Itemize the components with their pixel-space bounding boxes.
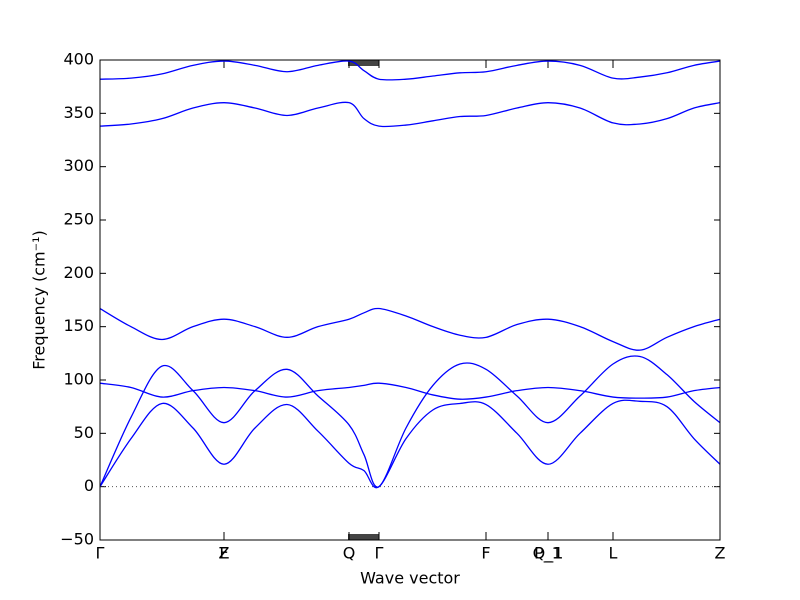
band-line [99, 399, 721, 489]
x-tick-label: Z [219, 544, 230, 563]
y-axis-label: Frequency (cm⁻¹) [30, 230, 49, 369]
band-line [99, 101, 721, 128]
y-tick-label: 100 [63, 370, 94, 389]
dense-ticks [348, 60, 379, 66]
band-line [99, 60, 721, 81]
plot-frame [99, 59, 721, 541]
y-tick-label: 400 [63, 50, 94, 69]
x-tick-label: L [609, 544, 618, 563]
y-tick-label: 50 [74, 423, 94, 442]
y-tick-label: 300 [63, 156, 94, 175]
y-tick-label: 0 [84, 476, 94, 495]
x-tick-label: P_1 [534, 544, 562, 564]
x-tick-label: Γ [375, 544, 384, 563]
x-tick-label: Q [343, 544, 356, 563]
band-line [99, 307, 721, 351]
x-axis-label: Wave vector [360, 569, 460, 588]
band-line [99, 382, 721, 400]
y-tick-label: 350 [63, 103, 94, 122]
band-line [99, 355, 721, 488]
y-tick-label: −50 [60, 530, 94, 549]
x-tick-label: Γ [96, 544, 105, 563]
x-tick-label: F [481, 544, 490, 563]
y-tick-label: 200 [63, 263, 94, 282]
x-tick-label: Q_1 [533, 544, 564, 564]
dense-ticks [348, 534, 379, 540]
y-tick-label: 250 [63, 210, 94, 229]
y-tick-label: 150 [63, 316, 94, 335]
x-tick-label: F [219, 544, 228, 563]
x-tick-label: Z [715, 544, 726, 563]
